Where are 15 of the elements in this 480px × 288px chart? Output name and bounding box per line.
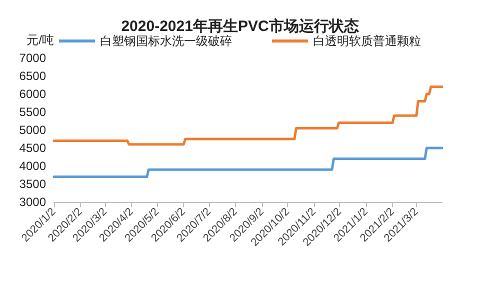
legend-label: 白塑钢国标水洗一级破碎 <box>100 34 232 48</box>
line-series <box>52 146 444 178</box>
y-tick-label: 5500 <box>19 105 46 119</box>
y-tick-label: 4500 <box>19 141 46 155</box>
y-tick-label: 7000 <box>19 51 46 65</box>
y-tick-label: 6500 <box>19 69 46 83</box>
legend-label: 白透明软质普通颗粒 <box>313 34 421 48</box>
y-tick-label: 6000 <box>19 87 46 101</box>
y-axis-title: 元/吨 <box>26 33 54 47</box>
y-tick-label: 4000 <box>19 159 46 173</box>
chart-title: 2020-2021年再生PVC市场运行状态 <box>121 17 359 35</box>
y-tick-label: 5000 <box>19 123 46 137</box>
y-tick-label: 3000 <box>19 195 46 209</box>
line-series <box>52 86 444 146</box>
y-tick-label: 3500 <box>19 177 46 191</box>
